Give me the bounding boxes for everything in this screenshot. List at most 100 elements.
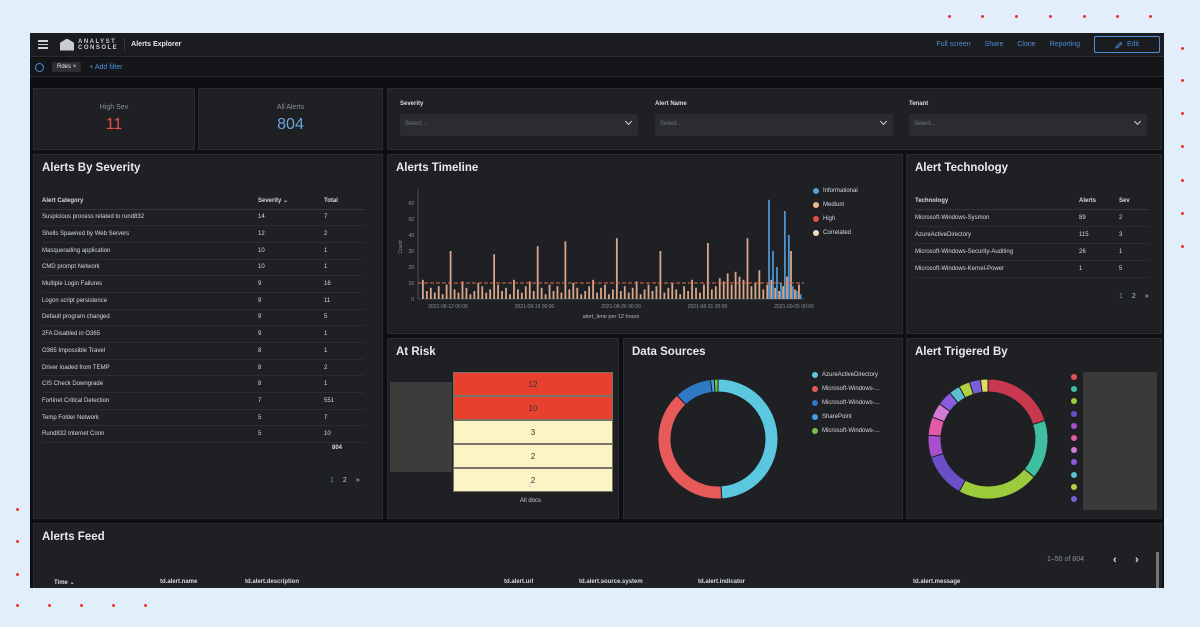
add-filter-link[interactable]: + Add filter	[89, 63, 123, 71]
legend-dot-icon[interactable]	[1071, 398, 1077, 405]
table-cell: 551	[324, 392, 364, 410]
column-header[interactable]: td.alert.indicator	[698, 579, 746, 585]
table-row[interactable]: Suspicious process related to rund832 14 7	[42, 209, 364, 227]
next-page-link[interactable]: »	[355, 477, 360, 484]
brand-logo[interactable]: ANALYST CONSOLE	[60, 38, 118, 51]
timeline-bar-medium	[592, 279, 594, 299]
table-row[interactable]: Masquerading application 10 1	[42, 242, 364, 260]
column-header[interactable]: Technology	[915, 193, 1079, 210]
alert-name-select[interactable]: Select...	[655, 114, 893, 136]
legend-dot-icon[interactable]	[1071, 386, 1077, 393]
legend-dot-icon[interactable]	[1071, 459, 1077, 466]
table-row[interactable]: Fortinet Critical Detection 7 551	[42, 392, 364, 410]
table-cell: 9	[258, 275, 324, 293]
column-header[interactable]: td.alert.message	[913, 579, 961, 585]
column-header[interactable]: td.alert.description	[245, 579, 300, 585]
column-header[interactable]: Severity ⌄	[258, 193, 324, 210]
table-row[interactable]: 2FA Disabled in O365 9 1	[42, 325, 364, 343]
legend-dot-icon[interactable]	[1071, 496, 1077, 502]
legend-dot-icon[interactable]	[1071, 447, 1077, 454]
table-cell: Microsoft-Windows-Security-Auditing	[915, 243, 1079, 261]
data-sources-slice[interactable]	[713, 378, 719, 393]
data-sources-slice[interactable]	[717, 378, 779, 500]
legend-dot-icon[interactable]	[1071, 422, 1077, 429]
full-screen-link[interactable]: Full screen	[936, 41, 971, 48]
page-2-link[interactable]: 2	[342, 477, 347, 484]
page-1-link[interactable]: 1	[1119, 293, 1123, 300]
data-sources-slice[interactable]	[657, 394, 723, 500]
legend-item[interactable]: Correlated	[813, 230, 851, 236]
table-row[interactable]: AzureActiveDirectory 115 3	[915, 226, 1149, 244]
page-2-link[interactable]: 2	[1131, 293, 1136, 300]
table-row[interactable]: Microsoft-Windows-Kernel-Power 1 5	[915, 260, 1149, 278]
table-cell: 1	[324, 242, 364, 260]
legend-dot-icon[interactable]	[1071, 483, 1077, 490]
tenant-select[interactable]: Select...	[909, 114, 1147, 136]
column-header[interactable]: Alert Category	[42, 193, 258, 210]
timeline-bar-medium	[520, 292, 523, 299]
alert-triggered-slice[interactable]	[987, 378, 1046, 426]
column-header[interactable]: td.alert.name	[160, 579, 198, 585]
table-row[interactable]: CMD prompt Network 10 1	[42, 259, 364, 277]
table-row[interactable]: Default program changed 9 5	[42, 309, 364, 327]
risk-cell[interactable]: 2	[453, 468, 613, 492]
remove-filter-icon[interactable]: ×	[72, 64, 77, 70]
edit-button[interactable]: Edit	[1094, 36, 1160, 53]
alert-triggered-slice[interactable]	[930, 452, 967, 493]
column-header[interactable]: Time ⌄	[54, 580, 75, 586]
table-cell: 7	[324, 209, 364, 227]
alert-triggered-slice[interactable]	[1023, 419, 1049, 478]
table-row[interactable]: Microsoft-Windows-Sysmon 89 2	[915, 209, 1149, 227]
table-row[interactable]: Temp Folder Network 5 7	[42, 409, 364, 427]
menu-icon[interactable]	[38, 40, 48, 49]
timeline-bar-medium	[572, 283, 575, 299]
legend-item[interactable]: SharePoint	[812, 414, 852, 420]
clone-link[interactable]: Clone	[1017, 41, 1036, 48]
legend-dot-icon[interactable]	[1071, 374, 1077, 380]
alert-triggered-slice[interactable]	[958, 468, 1035, 500]
filter-pill[interactable]: Rdes ×	[52, 62, 82, 72]
risk-cell[interactable]: 3	[453, 420, 613, 444]
legend-item[interactable]: Medium	[813, 202, 844, 208]
legend-dot-icon[interactable]	[1071, 410, 1077, 417]
table-row[interactable]: CIS Check Downgrade 8 1	[42, 375, 364, 394]
page-1-link[interactable]: 1	[330, 477, 334, 484]
table-row[interactable]: Rund832 Internet Conn 5 10	[42, 425, 364, 444]
column-header[interactable]: Total	[324, 193, 364, 210]
timeline-bar-medium	[608, 294, 610, 299]
reporting-link[interactable]: Reporting	[1049, 41, 1080, 48]
risk-cell[interactable]: 10	[453, 396, 613, 420]
alert-triggered-slice[interactable]	[979, 378, 989, 393]
risk-cell[interactable]: 12	[453, 372, 613, 396]
legend-item[interactable]: High	[813, 216, 835, 222]
next-page-icon[interactable]: ›	[1135, 554, 1139, 566]
table-row[interactable]: Shells Spawned by Web Servers 12 2	[42, 225, 364, 243]
legend-dot-icon[interactable]	[1071, 435, 1077, 441]
share-link[interactable]: Share	[984, 41, 1004, 48]
filter-options-icon[interactable]	[35, 62, 44, 72]
column-header[interactable]: Alerts	[1079, 193, 1119, 210]
previous-page-icon[interactable]: ‹	[1113, 554, 1117, 566]
legend-item[interactable]: Informational	[813, 188, 858, 194]
table-row[interactable]: O365 Impossible Travel 8 1	[42, 342, 364, 360]
scrollbar[interactable]	[1156, 552, 1159, 588]
column-header[interactable]: td.alert.source.system	[579, 579, 643, 585]
severity-select[interactable]: Select...	[400, 114, 638, 136]
legend-item[interactable]: Microsoft-Windows-...	[812, 386, 880, 392]
table-row[interactable]: Microsoft-Windows-Security-Auditing 26 1	[915, 243, 1149, 261]
legend-item[interactable]: AzureActiveDirectory	[812, 372, 878, 378]
next-page-link[interactable]: »	[1144, 293, 1149, 300]
decorative-dot	[948, 15, 951, 18]
table-row[interactable]: Multiple Login Failures 9 16	[42, 275, 364, 293]
legend-item[interactable]: Microsoft-Windows-...	[812, 400, 880, 406]
legend-item[interactable]: Microsoft-Windows-...	[812, 428, 880, 434]
alert-triggered-slice[interactable]	[927, 434, 944, 459]
table-row[interactable]: Driver loaded from TEMP 8 2	[42, 359, 364, 377]
column-header[interactable]: td.alert.url	[504, 579, 534, 585]
data-sources-slice[interactable]	[676, 378, 713, 406]
risk-cell[interactable]: 2	[453, 444, 613, 468]
legend-dot-icon[interactable]	[1071, 471, 1077, 478]
table-row[interactable]: Logon script persistence 9 11	[42, 292, 364, 310]
table-cell: 3	[1119, 226, 1149, 244]
column-header[interactable]: Sev	[1119, 193, 1149, 210]
